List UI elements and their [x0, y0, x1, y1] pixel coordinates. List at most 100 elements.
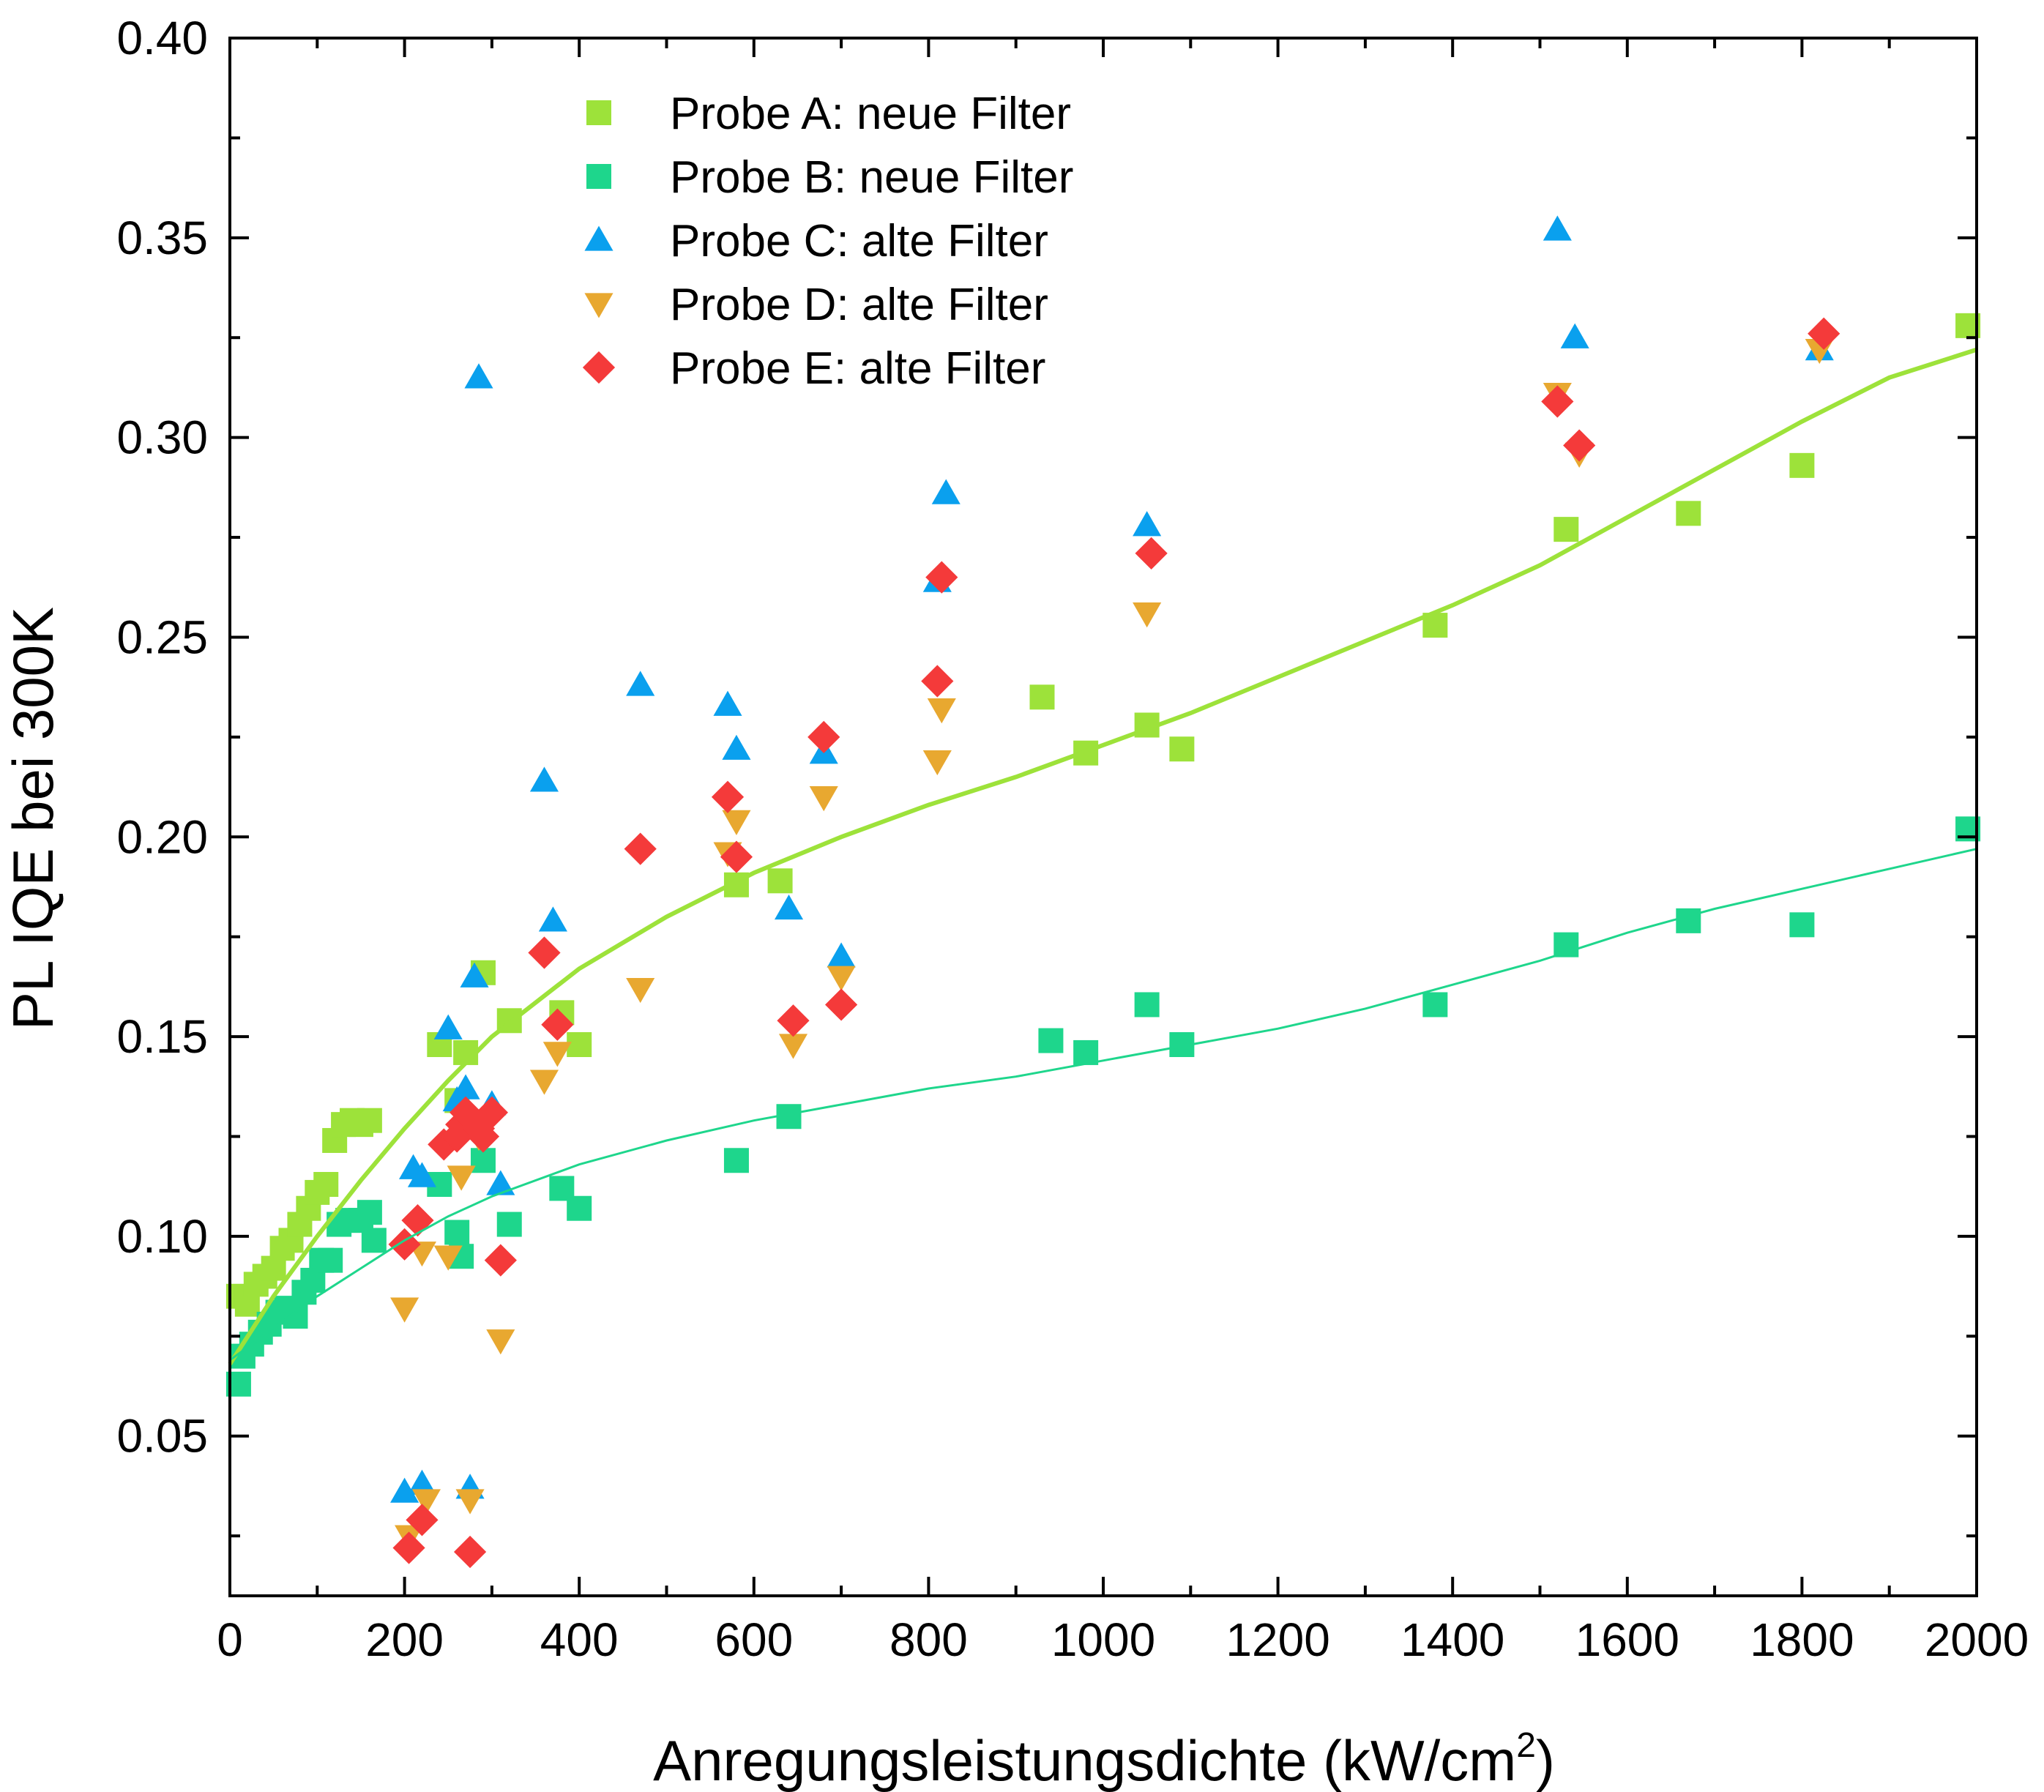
y-tick-label: 0.25: [116, 611, 208, 663]
data-point: [922, 750, 952, 776]
data-point: [774, 894, 804, 920]
y-tick-label: 0.05: [116, 1410, 208, 1463]
data-point: [1029, 684, 1055, 710]
legend-marker: [584, 293, 613, 318]
y-tick-label: 0.15: [116, 1010, 208, 1063]
data-point: [433, 1014, 463, 1039]
legend-marker: [586, 100, 611, 125]
x-tick-label: 1000: [1051, 1613, 1155, 1666]
data-point: [1073, 1039, 1099, 1065]
data-point: [484, 1244, 517, 1277]
series-5: [388, 317, 1840, 1569]
data-point: [407, 1469, 437, 1495]
data-point: [529, 1069, 559, 1095]
legend: Probe A: neue Filter Probe B: neue Filter…: [582, 89, 1073, 394]
x-tick-label: 600: [715, 1613, 793, 1666]
x-tick-label: 400: [540, 1613, 619, 1666]
x-tick-labels: 0 200 400 600 800 1000 1200 1400 1600 1800 2000: [217, 1613, 2029, 1666]
data-point: [1563, 429, 1596, 462]
data-point: [921, 665, 954, 698]
data-point: [406, 1504, 439, 1537]
data-point: [1134, 992, 1160, 1018]
x-tick-label: 1600: [1575, 1613, 1679, 1666]
data-point: [624, 832, 657, 865]
data-point: [927, 698, 956, 724]
legend-label: Probe B: neue Filter: [670, 152, 1073, 203]
legend-item: Probe D: alte Filter: [584, 280, 1048, 330]
y-axis-title: PL IQE bei 300K: [1, 607, 65, 1030]
data-point: [1676, 501, 1701, 526]
data-point: [1808, 317, 1840, 350]
data-point: [1133, 602, 1162, 628]
data-point: [486, 1170, 515, 1195]
data-point: [451, 1074, 480, 1100]
axes: [228, 37, 1978, 1597]
legend-item: Probe E: alte Filter: [582, 343, 1045, 394]
data-point: [464, 363, 493, 389]
series-3: [390, 215, 1834, 1503]
data-point: [407, 1162, 437, 1187]
legend-item: Probe A: neue Filter: [586, 89, 1071, 139]
data-point: [357, 1108, 382, 1133]
data-point: [567, 1195, 592, 1221]
legend-marker: [584, 225, 613, 251]
y-tick-label: 0.30: [116, 411, 208, 464]
data-point: [390, 1477, 419, 1503]
data-point: [496, 1212, 522, 1237]
data-point: [528, 936, 561, 969]
data-point: [1553, 517, 1579, 542]
x-axis-title-superscript: 2: [1516, 1726, 1536, 1765]
data-point: [1135, 537, 1168, 570]
data-point: [460, 962, 489, 988]
y-tick-label: 0.40: [116, 12, 208, 64]
data-point: [626, 977, 655, 1004]
data-point: [1038, 1028, 1064, 1053]
data-point: [567, 1032, 592, 1058]
data-point: [778, 1034, 808, 1059]
plot-frame: [228, 37, 1978, 1597]
y-tick-labels: 0.05 0.10 0.15 0.20 0.25 0.30 0.35 0.40: [116, 12, 208, 1463]
data-point: [777, 1004, 810, 1037]
data-point: [1169, 736, 1195, 762]
data-point: [1560, 323, 1589, 348]
data-point: [827, 966, 856, 991]
data-point: [447, 1165, 476, 1191]
x-tick-label: 0: [217, 1613, 243, 1666]
legend-label: Probe C: alte Filter: [670, 216, 1048, 266]
legend-label: Probe D: alte Filter: [670, 280, 1048, 330]
data-point: [313, 1171, 339, 1197]
data-point: [722, 810, 751, 836]
data-point: [444, 1220, 470, 1245]
data-point: [827, 942, 856, 968]
data-point: [722, 734, 751, 760]
data-point: [361, 1228, 387, 1253]
data-point: [541, 1008, 574, 1041]
data-point: [767, 868, 793, 894]
fit-line-2: [229, 848, 1977, 1362]
legend-label: Probe A: neue Filter: [670, 89, 1071, 139]
plot-markers: [225, 215, 1981, 1569]
data-point: [931, 479, 961, 504]
data-point: [475, 1096, 508, 1129]
x-axis-title: Anregungsleistungsdichte (kW/cm2): [653, 1726, 1555, 1792]
data-point: [713, 690, 742, 716]
data-point: [1541, 385, 1574, 418]
data-point: [486, 1329, 515, 1355]
data-point: [529, 766, 559, 792]
y-tick-label: 0.35: [116, 212, 208, 264]
data-point: [433, 1245, 463, 1271]
legend-item: Probe B: neue Filter: [586, 152, 1073, 203]
data-point: [825, 988, 858, 1021]
x-tick-label: 200: [365, 1613, 444, 1666]
x-tick-label: 800: [889, 1613, 968, 1666]
data-point: [807, 720, 840, 753]
data-point: [809, 786, 838, 812]
data-point: [466, 1120, 500, 1153]
x-tick-label: 2000: [1925, 1613, 2029, 1666]
data-point: [283, 1304, 308, 1329]
data-point: [1676, 908, 1701, 933]
legend-item: Probe C: alte Filter: [584, 216, 1048, 266]
data-point: [1422, 992, 1448, 1018]
data-point: [357, 1200, 382, 1225]
